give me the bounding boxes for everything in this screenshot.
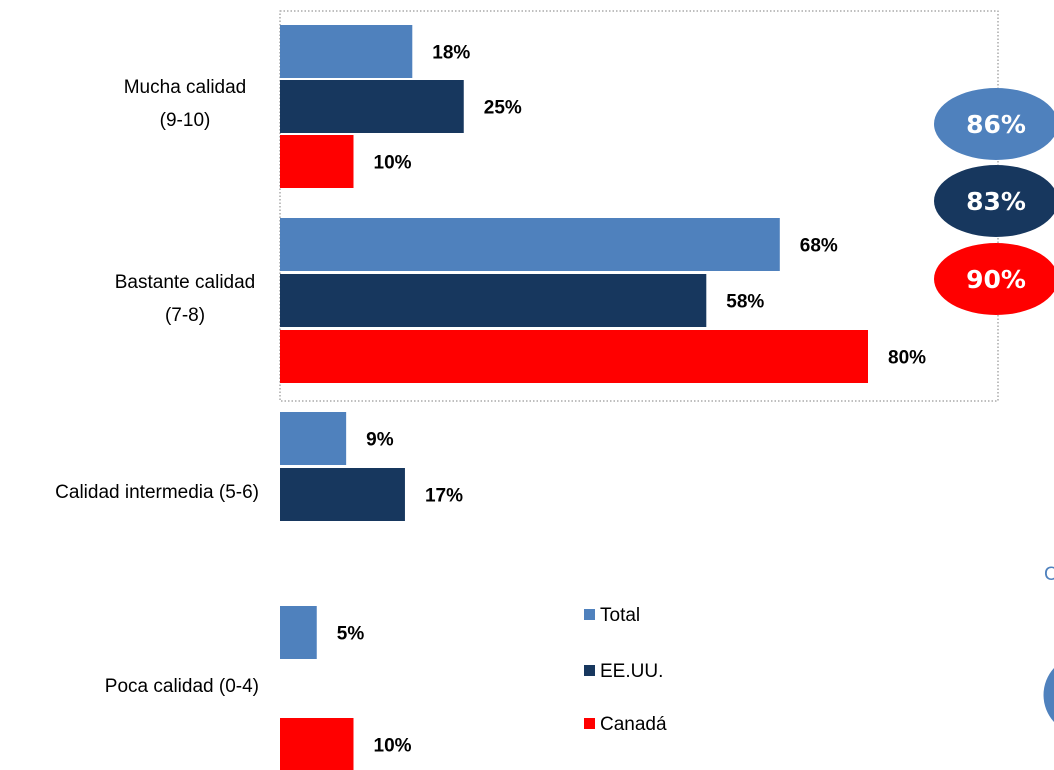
data-label: 58%: [726, 292, 764, 313]
bar-eeuu-cat1: [280, 274, 707, 327]
bar-total-cat1: [280, 218, 780, 271]
bar-eeuu-cat2: [280, 468, 405, 521]
summary-bubble-label: 86%: [966, 110, 1026, 139]
category-label: (7-8): [165, 305, 205, 326]
data-label: 9%: [366, 430, 394, 451]
category-label: Calidad intermedia (5-6): [55, 482, 259, 503]
summary-bubble: [934, 243, 1054, 315]
highlight-box: [279, 10, 999, 402]
bar-canad-cat3: [280, 718, 354, 770]
legend-swatch: [584, 718, 595, 729]
summary-bubble: [934, 165, 1054, 237]
cut-off-pie: [1043, 668, 1054, 722]
category-label: Mucha calidad: [124, 77, 247, 98]
data-label: 80%: [888, 348, 926, 369]
data-label: 25%: [484, 98, 522, 119]
bar-total-cat2: [280, 412, 347, 465]
data-label: 68%: [800, 236, 838, 257]
data-label: 10%: [374, 736, 412, 757]
legend-entry: Canadá: [600, 714, 667, 735]
bar-canad-cat1: [280, 330, 868, 383]
summary-bubble: [934, 88, 1054, 160]
legend-entry: EE.UU.: [600, 661, 663, 682]
category-label: Bastante calidad: [115, 272, 256, 293]
legend-entry: Total: [600, 605, 640, 626]
summary-bubble-label: 83%: [966, 187, 1026, 216]
bar-total-cat3: [280, 606, 317, 659]
summary-bubble-label: 90%: [966, 265, 1026, 294]
category-label: (9-10): [160, 110, 211, 131]
cut-off-letter: C: [1044, 564, 1054, 585]
bar-total-cat0: [280, 25, 413, 78]
data-label: 18%: [432, 43, 470, 64]
bar-canad-cat0: [280, 135, 354, 188]
category-label: Poca calidad (0-4): [105, 676, 259, 697]
data-label: 17%: [425, 486, 463, 507]
data-label: 10%: [374, 153, 412, 174]
legend-swatch: [584, 665, 595, 676]
legend-swatch: [584, 609, 595, 620]
data-label: 5%: [337, 624, 365, 645]
bar-eeuu-cat0: [280, 80, 464, 133]
